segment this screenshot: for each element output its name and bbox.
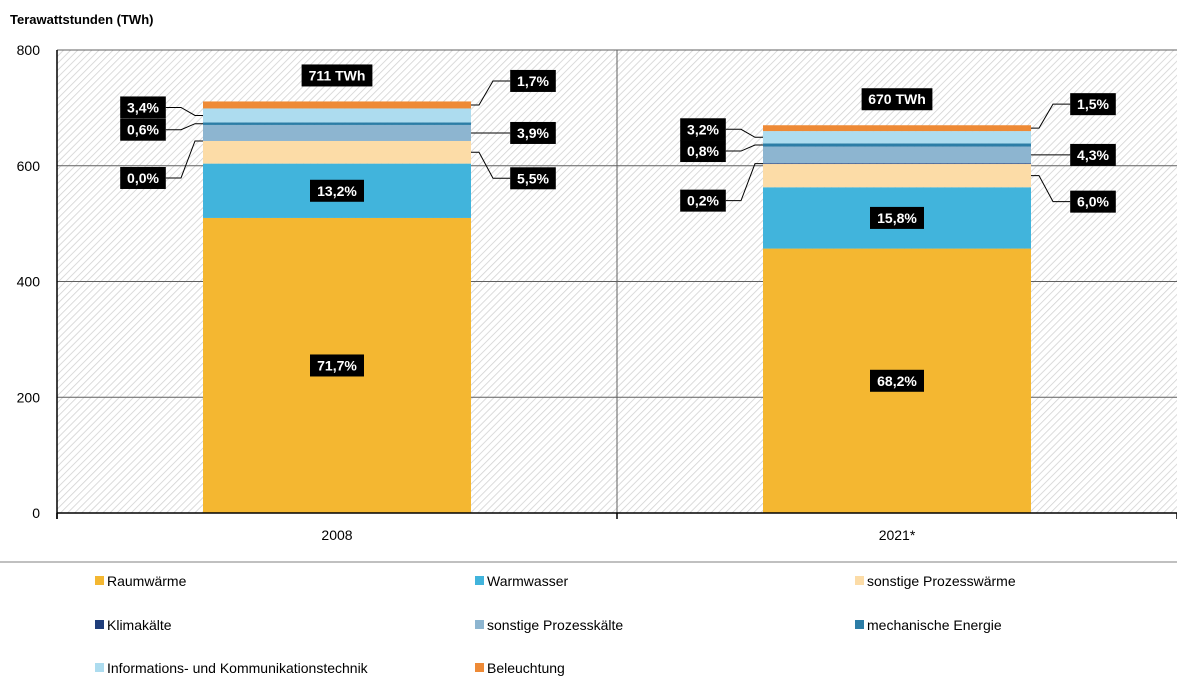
leader-2-1 [1031,175,1071,203]
bar-mechanische-energie-1 [763,143,1031,147]
leader-6-1 [725,128,763,138]
callout-4-1: 4,3% [1077,147,1109,163]
x-axis: 2008 2021* [56,50,1177,543]
bar-mechanische-energie-0 [203,122,471,125]
legend-swatch-4 [475,620,484,629]
callout-3-1-box [680,189,726,212]
bar-sonstige-prozessw-rme-1 [763,164,1031,188]
callout-3-0: 0,0% [127,170,159,186]
callout-4-0: 3,9% [517,125,549,141]
callout-2-0: 5,5% [517,170,549,186]
callout-3-0-box [120,166,166,189]
leader-3-0 [165,140,203,179]
bar-informations-und-kommunikationstechnik-0 [203,108,471,123]
bar-label-1-1: 15,8% [877,210,917,226]
bar-klimak-lte-1 [763,163,1031,165]
callout-5-1: 0,8% [687,143,719,159]
bar-sonstige-prozessk-lte-0 [203,124,471,141]
leader-7-0 [471,80,511,106]
total-label-0: 711 TWh [309,67,366,83]
callout-6-0-box [120,96,166,119]
callout-5-1-box [680,140,726,163]
callout-7-0: 1,7% [517,73,549,89]
y-axis-label: Terawattstunden (TWh) [10,12,153,27]
callout-2-1: 6,0% [1077,194,1109,210]
callout-5-0: 0,6% [127,122,159,138]
legend-swatch-1 [475,576,484,585]
callout-6-0: 3,4% [127,99,159,115]
callout-6-1-box [680,118,726,141]
legend-swatch-2 [855,576,864,585]
legend-swatch-6 [95,663,104,672]
total-label-1-box [861,88,933,111]
legend-label-6: Informations- und Kommunikationstechnik [107,660,369,676]
y-tick-label-4: 800 [17,42,41,58]
legend-label-5: mechanische Energie [867,617,1002,633]
legend-label-0: Raumwärme [107,573,187,589]
legend-swatch-0 [95,576,104,585]
callout-6-1: 3,2% [687,121,719,137]
y-axis-ticks: 0 200 400 600 800 [17,42,41,521]
legend-label-7: Beleuchtung [487,660,565,676]
callout-4-1-box [1070,143,1116,166]
y-tick-label-3: 600 [17,158,41,174]
leader-5-1 [725,144,763,152]
legend-swatch-5 [855,620,864,629]
callout-7-1: 1,5% [1077,96,1109,112]
bar-beleuchtung-1 [763,125,1031,132]
callout-2-1-box [1070,190,1116,213]
bar-informations-und-kommunikationstechnik-1 [763,131,1031,144]
bar-label-1-1-box [870,206,924,229]
leader-5-0 [165,123,203,131]
legend-swatch-7 [475,663,484,672]
y-tick-label-0: 0 [32,505,40,521]
callout-2-0-box [510,167,556,190]
callout-7-1-box [1070,93,1116,116]
bar-label-0-1: 68,2% [877,373,917,389]
bar-sonstige-prozessk-lte-1 [763,146,1031,164]
legend-swatch-3 [95,620,104,629]
callout-4-0-box [510,121,556,144]
bar-label-0-0: 71,7% [317,357,357,373]
total-label-0-box [301,64,373,87]
legend: Raumwärme Warmwasser sonstige Prozesswärme… [95,573,1016,676]
bar-label-1-0: 13,2% [317,183,357,199]
callout-7-0-box [510,69,556,92]
bar-beleuchtung-0 [203,101,471,109]
leader-3-1 [725,163,763,202]
x-tick-label-0: 2008 [321,527,352,543]
legend-label-2: sonstige Prozesswärme [867,573,1016,589]
total-label-1: 670 TWh [868,91,926,107]
y-tick-label-1: 200 [17,389,41,405]
bar-label-0-0-box [310,354,364,377]
legend-label-1: Warmwasser [487,573,568,589]
bar-label-0-1-box [870,369,924,392]
bar-label-1-0-box [310,179,364,202]
legend-label-3: Klimakälte [107,617,172,633]
leader-2-0 [471,151,511,179]
callout-3-1: 0,2% [687,193,719,209]
y-tick-label-2: 400 [17,274,41,290]
bar-sonstige-prozessw-rme-0 [203,140,471,164]
callouts: 71,7% 13,2% 5,5% 0,0% 3,9% 0,6% 3,4% 1,7% 711 TW… [120,64,1116,392]
x-tick-label-1: 2021* [879,527,916,543]
leader-6-0 [165,106,203,116]
legend-label-4: sonstige Prozesskälte [487,617,623,633]
callout-5-0-box [120,118,166,141]
leader-7-1 [1031,103,1071,129]
